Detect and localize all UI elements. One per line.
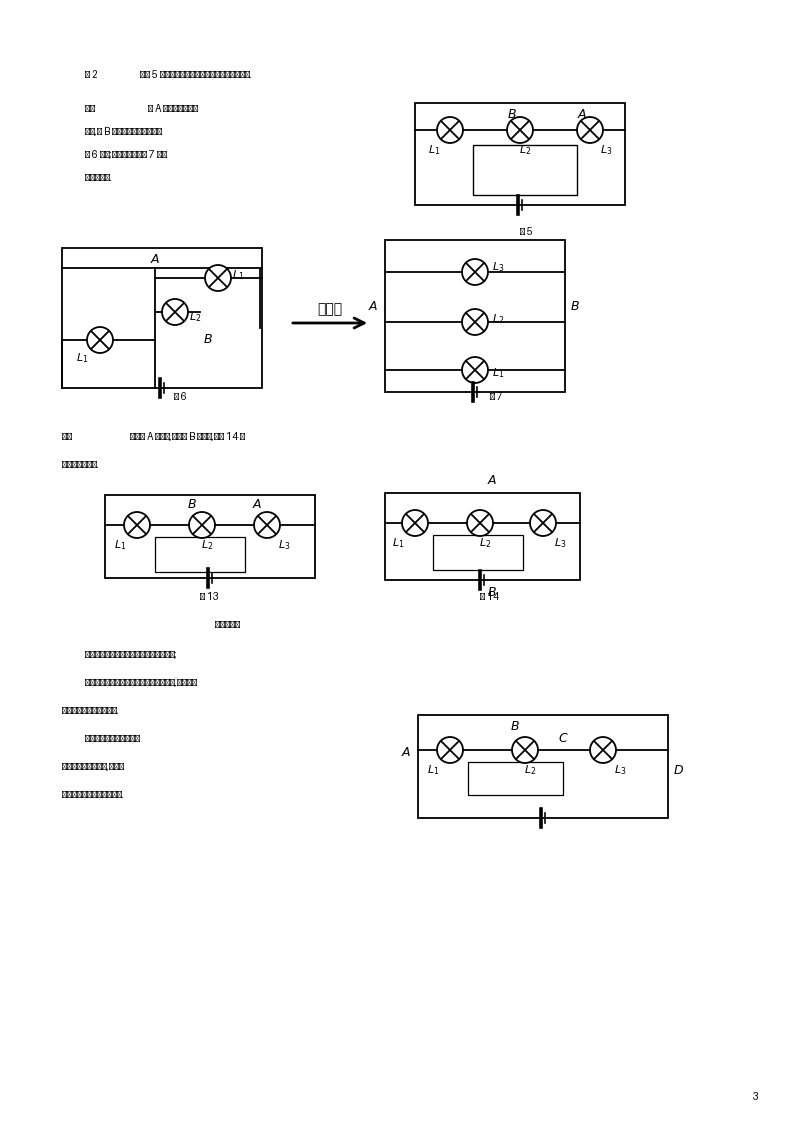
Text: B: B [570, 300, 579, 312]
Bar [385, 240, 565, 392]
Text: C: C [558, 732, 567, 746]
Circle shape [437, 737, 463, 763]
Text: A: A [150, 252, 159, 266]
Text: $L_3$: $L_3$ [278, 538, 290, 552]
Circle shape [189, 512, 215, 538]
Text: A: A [369, 300, 378, 312]
Text: A: A [578, 109, 586, 121]
Circle shape [590, 737, 616, 763]
Bar [418, 715, 668, 818]
Text: A: A [488, 474, 496, 488]
Text: B: B [510, 720, 519, 734]
Circle shape [530, 511, 556, 535]
Text: B: B [204, 333, 212, 346]
Circle shape [462, 309, 488, 335]
Circle shape [124, 512, 150, 538]
Circle shape [87, 327, 113, 353]
Bar [62, 248, 262, 388]
Circle shape [402, 511, 428, 535]
Bar [155, 537, 245, 572]
Text: $L_3$: $L_3$ [614, 763, 626, 777]
Circle shape [254, 512, 280, 538]
Text: $L_2$: $L_2$ [492, 312, 504, 326]
Circle shape [462, 259, 488, 285]
Circle shape [507, 117, 533, 143]
Circle shape [162, 299, 188, 325]
Bar [105, 495, 315, 578]
Text: $L_2$: $L_2$ [479, 537, 491, 550]
Text: $L_1$: $L_1$ [428, 143, 440, 157]
Text: $L_1$: $L_1$ [76, 351, 88, 365]
Bar [473, 145, 577, 195]
Bar [468, 762, 563, 795]
Text: $L_1$: $L_1$ [114, 538, 126, 552]
Text: $L_1$: $L_1$ [426, 763, 439, 777]
Text: B: B [508, 109, 516, 121]
Circle shape [512, 737, 538, 763]
Bar [385, 494, 580, 580]
Text: $L_1$: $L_1$ [492, 366, 504, 380]
Circle shape [205, 265, 231, 291]
Text: $L_3$: $L_3$ [492, 260, 504, 274]
Text: 处理后: 处理后 [318, 302, 342, 316]
Circle shape [462, 357, 488, 383]
Circle shape [467, 511, 493, 535]
Text: $L_3$: $L_3$ [554, 537, 566, 550]
Bar [415, 103, 625, 205]
Text: $L_2$: $L_2$ [189, 310, 201, 324]
Text: A: A [402, 746, 410, 760]
Text: $L_2$: $L_2$ [524, 763, 536, 777]
Text: A: A [253, 498, 262, 512]
Text: $L_1$: $L_1$ [392, 537, 404, 550]
Text: B: B [488, 585, 496, 599]
Text: $L_2$: $L_2$ [519, 143, 531, 157]
Bar [433, 535, 523, 571]
Text: $L_2$: $L_2$ [201, 538, 213, 552]
Text: $L_3$: $L_3$ [600, 143, 612, 157]
Circle shape [577, 117, 603, 143]
Text: $L_1$: $L_1$ [232, 268, 244, 282]
Text: B: B [188, 498, 196, 512]
Text: D: D [673, 763, 683, 777]
Circle shape [437, 117, 463, 143]
